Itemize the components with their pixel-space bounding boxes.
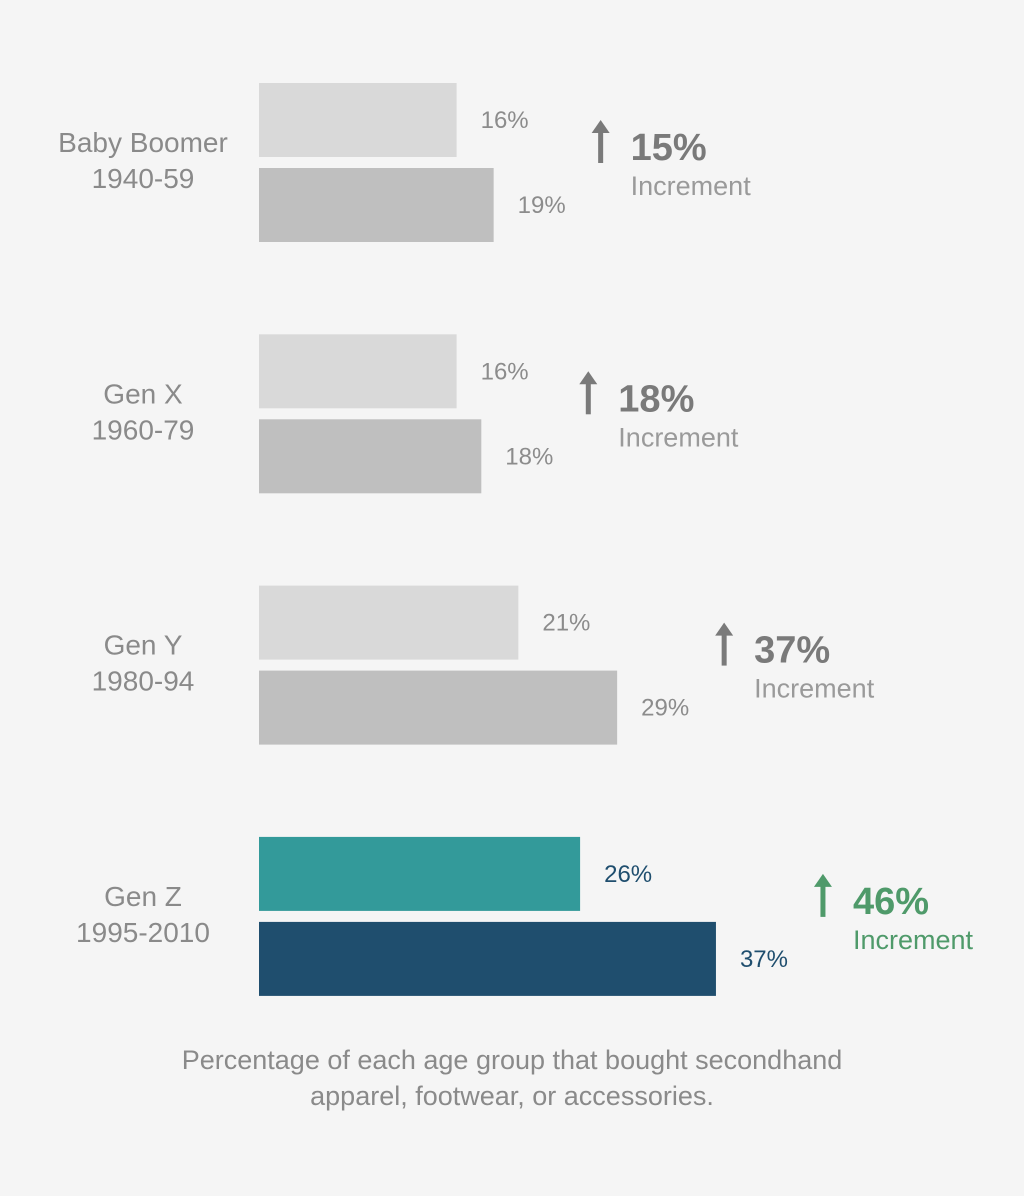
increment-value: 37% xyxy=(754,630,830,672)
caption-line-1: Percentage of each age group that bought… xyxy=(181,1045,843,1075)
category-label: Gen Z xyxy=(104,881,182,912)
value-label: 18% xyxy=(505,443,553,470)
category-years-label: 1980-94 xyxy=(92,666,195,697)
value-label: 16% xyxy=(481,107,529,134)
bar xyxy=(259,419,482,494)
up-arrow-head-icon xyxy=(579,371,598,385)
bar xyxy=(259,670,618,745)
increment-label: Increment xyxy=(853,925,974,955)
up-arrow-head-icon xyxy=(715,622,734,636)
category-label: Baby Boomer xyxy=(58,127,228,158)
category-years-label: 1995-2010 xyxy=(76,917,210,948)
increment-label: Increment xyxy=(631,171,752,201)
bar xyxy=(259,83,457,157)
increment-label: Increment xyxy=(618,422,739,452)
bar xyxy=(259,168,494,242)
value-label: 19% xyxy=(518,192,566,219)
increment-label: Increment xyxy=(754,674,875,704)
bar xyxy=(259,921,716,996)
bar xyxy=(259,334,457,409)
bar-chart: Baby Boomer1940-5916%19%15%IncrementGen … xyxy=(58,83,974,996)
category-label: Gen X xyxy=(103,378,183,409)
category-label: Gen Y xyxy=(104,630,183,661)
bar xyxy=(259,836,581,911)
value-label: 26% xyxy=(604,861,652,888)
value-label: 21% xyxy=(542,610,590,637)
category-years-label: 1940-59 xyxy=(92,163,195,194)
value-label: 16% xyxy=(481,358,529,385)
caption-line-2: apparel, footwear, or accessories. xyxy=(310,1081,714,1111)
up-arrow-head-icon xyxy=(813,873,832,887)
category-years-label: 1960-79 xyxy=(92,414,195,445)
increment-value: 15% xyxy=(631,127,707,169)
chart-caption: Percentage of each age group that bought… xyxy=(0,1042,1024,1114)
up-arrow-head-icon xyxy=(591,120,610,133)
increment-value: 46% xyxy=(853,881,929,923)
increment-value: 18% xyxy=(618,378,694,420)
bar xyxy=(259,585,519,660)
value-label: 37% xyxy=(740,946,788,973)
value-label: 29% xyxy=(641,695,689,722)
